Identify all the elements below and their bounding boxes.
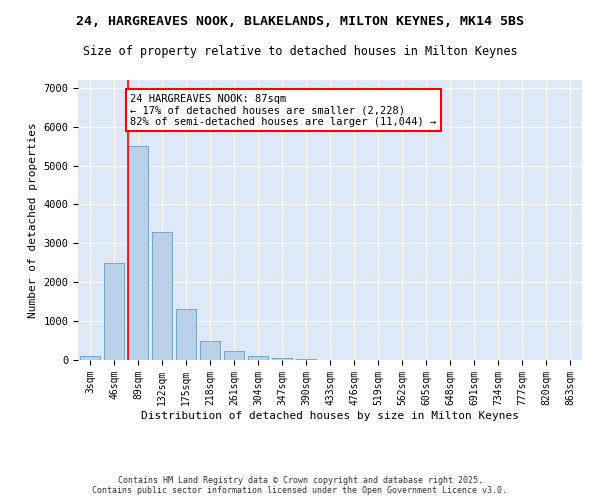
Bar bbox=[128, 146, 148, 360]
Text: 24 HARGREAVES NOOK: 87sqm
← 17% of detached houses are smaller (2,228)
82% of se: 24 HARGREAVES NOOK: 87sqm ← 17% of detac… bbox=[130, 94, 436, 127]
Bar bbox=[248, 356, 268, 360]
Text: Contains HM Land Registry data © Crown copyright and database right 2025.
Contai: Contains HM Land Registry data © Crown c… bbox=[92, 476, 508, 495]
Bar bbox=[80, 356, 100, 360]
Bar bbox=[272, 358, 292, 360]
Bar bbox=[176, 310, 196, 360]
Bar bbox=[224, 351, 244, 360]
X-axis label: Distribution of detached houses by size in Milton Keynes: Distribution of detached houses by size … bbox=[141, 410, 519, 420]
Text: 24, HARGREAVES NOOK, BLAKELANDS, MILTON KEYNES, MK14 5BS: 24, HARGREAVES NOOK, BLAKELANDS, MILTON … bbox=[76, 15, 524, 28]
Bar bbox=[296, 359, 316, 360]
Y-axis label: Number of detached properties: Number of detached properties bbox=[28, 122, 38, 318]
Text: Size of property relative to detached houses in Milton Keynes: Size of property relative to detached ho… bbox=[83, 45, 517, 58]
Bar bbox=[152, 232, 172, 360]
Bar bbox=[200, 342, 220, 360]
Bar bbox=[104, 263, 124, 360]
